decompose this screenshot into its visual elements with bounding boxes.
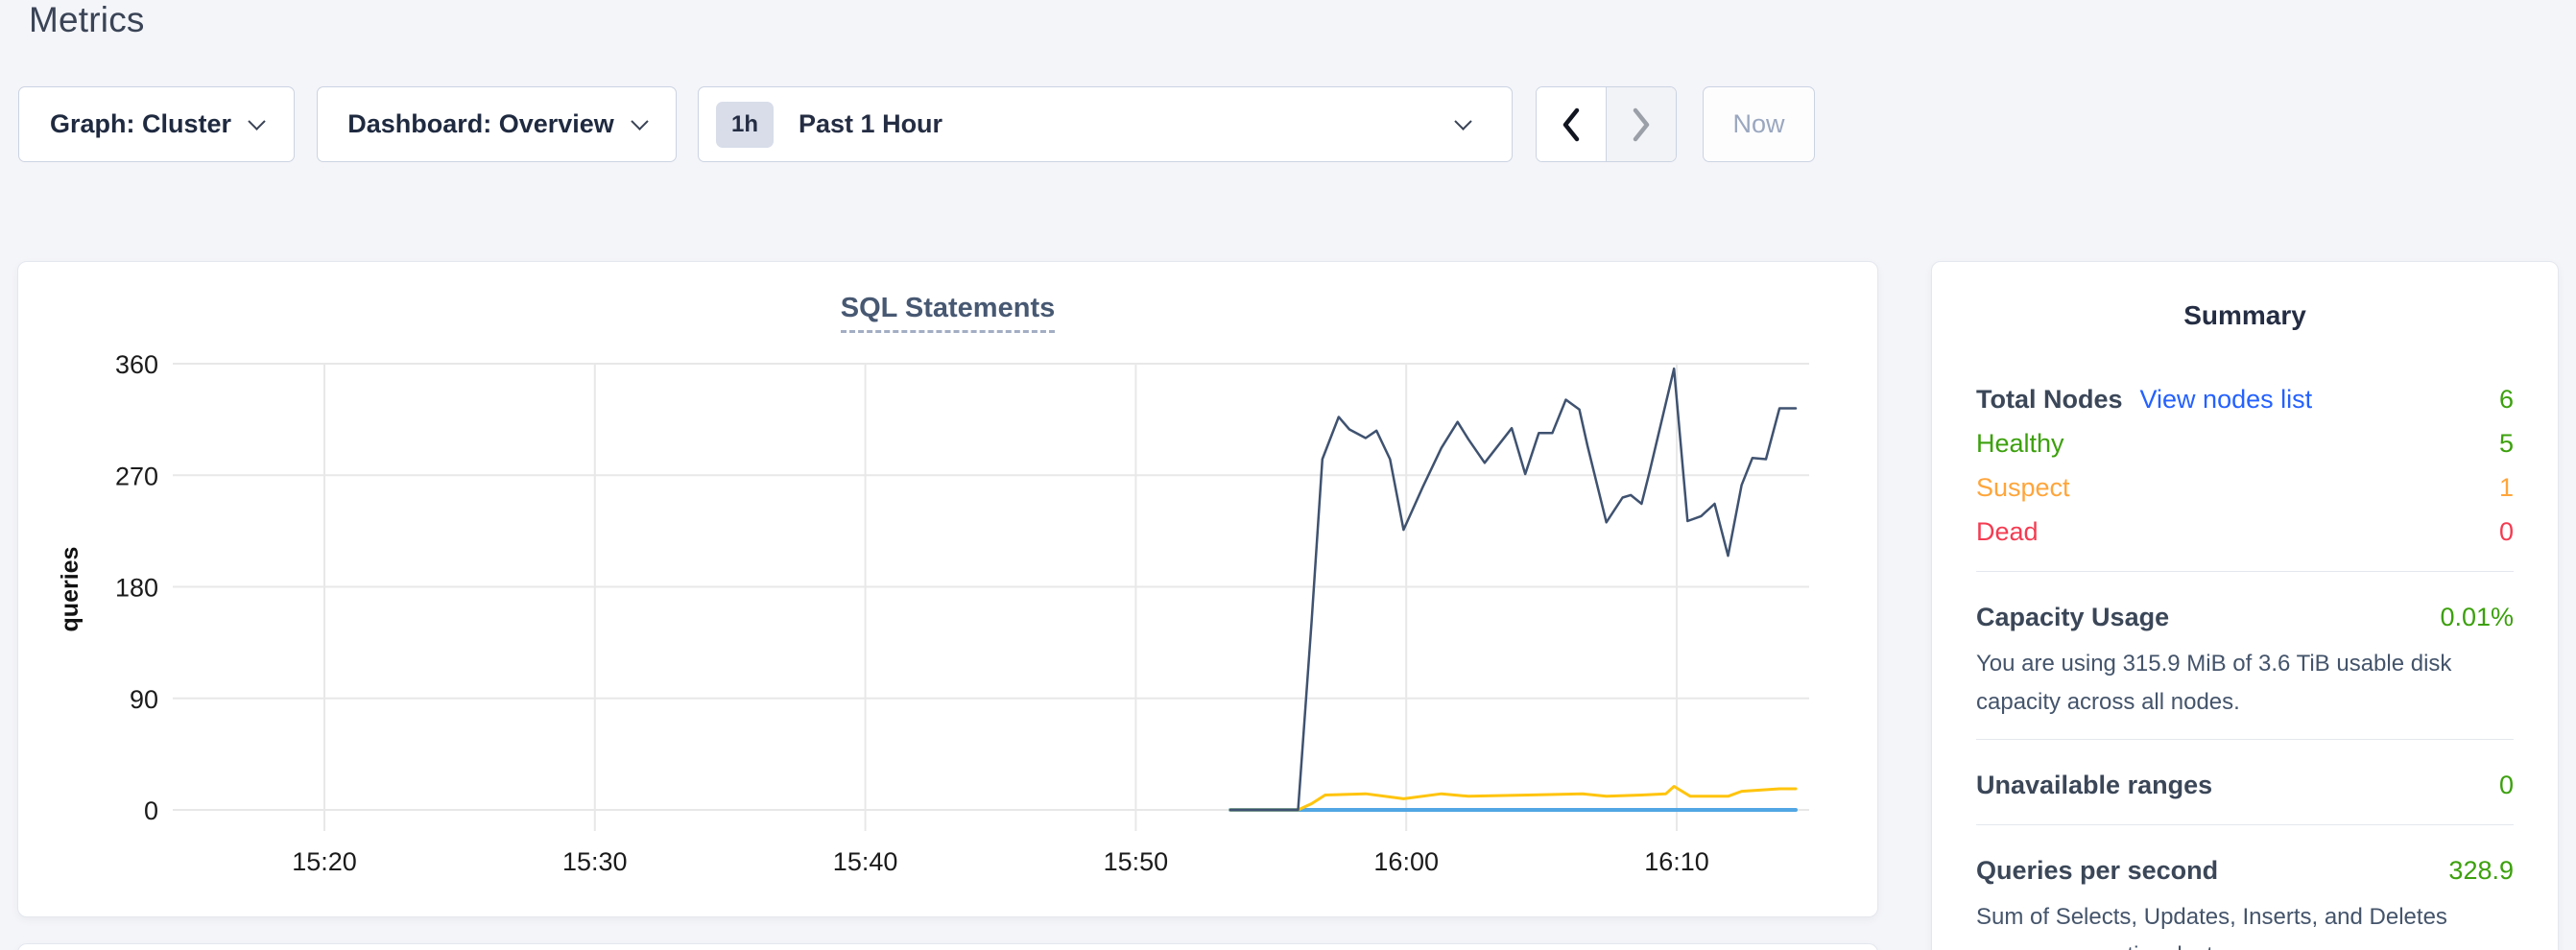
axis-tick-label: 15:50 <box>1104 847 1169 876</box>
chevron-right-icon <box>1633 107 1649 141</box>
total-nodes-row: Total Nodes View nodes list 6 <box>1976 377 2514 421</box>
divider <box>1976 739 2514 740</box>
axis-tick-label: 16:00 <box>1373 847 1439 876</box>
graph-scope-dropdown[interactable]: Graph: Cluster <box>18 86 295 162</box>
chevron-down-icon <box>248 112 266 131</box>
next-chart-panel-edge <box>17 943 1878 950</box>
chevron-left-icon <box>1562 107 1579 141</box>
chart-title-wrap: SQL Statements <box>18 293 1877 333</box>
healthy-nodes-row: Healthy 5 <box>1976 421 2514 465</box>
qps-section: Queries per second 328.9 Sum of Selects,… <box>1976 825 2514 950</box>
axis-tick-label: 15:20 <box>292 847 357 876</box>
nodes-block: Total Nodes View nodes list 6 Healthy 5 … <box>1976 377 2514 554</box>
summary-title: Summary <box>2183 300 2306 330</box>
qps-label: Queries per second <box>1976 855 2219 885</box>
next-time-button-disabled[interactable] <box>1606 87 1676 161</box>
summary-sidebar: Summary Total Nodes View nodes list 6 He… <box>1931 261 2559 950</box>
dead-nodes-row: Dead 0 <box>1976 510 2514 554</box>
now-button[interactable]: Now <box>1703 86 1815 162</box>
unavailable-ranges-label: Unavailable ranges <box>1976 770 2213 799</box>
suspect-nodes-row: Suspect 1 <box>1976 465 2514 510</box>
capacity-label: Capacity Usage <box>1976 602 2170 631</box>
series-line-statements-secondary <box>1228 785 1798 812</box>
qps-value: 328.9 <box>2448 855 2514 885</box>
suspect-label: Suspect <box>1976 472 2070 502</box>
healthy-label: Healthy <box>1976 428 2064 458</box>
unavailable-ranges-value: 0 <box>2498 770 2514 799</box>
unavailable-ranges-section: Unavailable ranges 0 <box>1976 740 2514 807</box>
axis-tick-label: 15:40 <box>833 847 898 876</box>
time-range-label: Past 1 Hour <box>799 109 943 138</box>
capacity-description: You are using 315.9 MiB of 3.6 TiB usabl… <box>1976 651 2452 715</box>
qps-description: Sum of Selects, Updates, Inserts, and De… <box>1976 904 2447 950</box>
axis-tick-label: 15:30 <box>562 847 628 876</box>
axis-tick-label: 180 <box>115 574 158 603</box>
dashboard-dropdown[interactable]: Dashboard: Overview <box>317 86 677 162</box>
axis-tick-label: 90 <box>130 685 158 714</box>
total-nodes-label: Total Nodes <box>1976 384 2123 414</box>
graph-scope-label: Graph: Cluster <box>49 109 232 138</box>
dead-label: Dead <box>1976 516 2039 546</box>
divider <box>1976 571 2514 572</box>
dashboard-label: Dashboard: Overview <box>347 109 614 138</box>
sql-statements-chart[interactable]: 0 90 180 270 360 15:20 15:30 15:40 15:50 16:00 16:… <box>18 262 1879 918</box>
capacity-section: Capacity Usage 0.01% You are using 315.9… <box>1976 572 2514 722</box>
dead-value: 0 <box>2498 516 2514 546</box>
chevron-down-icon <box>1454 112 1472 131</box>
time-range-badge: 1h <box>716 101 775 148</box>
time-step-control <box>1536 86 1677 162</box>
sql-statements-chart-panel: 0 90 180 270 360 15:20 15:30 15:40 15:50 16:00 16:… <box>17 261 1878 917</box>
suspect-value: 1 <box>2498 472 2514 502</box>
axis-tick-label: 270 <box>115 462 158 490</box>
prev-time-button[interactable] <box>1537 87 1607 161</box>
series-line-statements-primary <box>1228 367 1798 812</box>
healthy-value: 5 <box>2498 428 2514 458</box>
axis-tick-label: 0 <box>144 796 158 825</box>
page-title: Metrics <box>29 0 145 39</box>
axis-tick-label: 16:10 <box>1644 847 1709 876</box>
now-button-label: Now <box>1732 109 1785 138</box>
chevron-down-icon <box>631 112 649 131</box>
axis-tick-label: 360 <box>115 350 158 379</box>
divider <box>1976 824 2514 825</box>
chart-title[interactable]: SQL Statements <box>840 293 1056 333</box>
view-nodes-list-link[interactable]: View nodes list <box>2139 384 2313 414</box>
capacity-value: 0.01% <box>2440 602 2514 631</box>
y-axis-label: queries <box>57 547 83 632</box>
time-range-dropdown[interactable]: 1h Past 1 Hour <box>698 86 1513 162</box>
total-nodes-value: 6 <box>2498 384 2514 414</box>
